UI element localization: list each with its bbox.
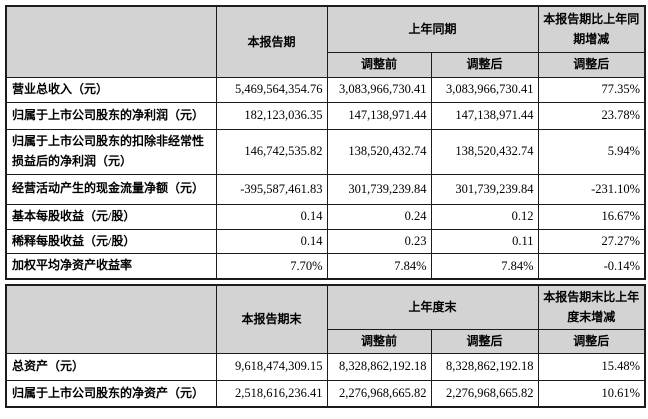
table2-header-row-2: 调整前 调整后 调整后: [6, 328, 646, 354]
current-period-end-value: 9,618,474,309.15: [215, 352, 328, 381]
current-period-value: 0.14: [215, 228, 328, 255]
table2-corner-empty-cell: [5, 284, 217, 354]
change-value: 23.78%: [537, 101, 646, 130]
table1-header-current-period: 本报告期: [215, 5, 328, 78]
row-label: 稀释每股收益（元/股）: [5, 228, 217, 255]
table1-header-row-2: 调整前 调整后 调整后: [6, 51, 646, 78]
table2-header-change-adjust-after: 调整后: [537, 328, 646, 354]
prior-before-value: 147,138,971.44: [326, 101, 432, 130]
row-label: 营业总收入（元）: [5, 76, 217, 103]
table1-header-adjust-before: 调整前: [326, 51, 432, 78]
table2-header-prior-year-end-group: 上年度末: [326, 284, 539, 330]
current-period-value: 7.70%: [215, 253, 328, 280]
row-label: 经营活动产生的现金流量净额（元）: [5, 173, 217, 205]
table-row-basic-eps: 基本每股收益（元/股） 0.14 0.24 0.12 16.67%: [5, 203, 646, 230]
prior-before-value: 3,083,966,730.41: [326, 76, 432, 103]
prior-after-value: 301,739,239.84: [430, 173, 539, 205]
change-value: 16.67%: [537, 203, 646, 230]
table1-header-change-adjust-after: 调整后: [537, 51, 646, 78]
prior-before-value: 2,276,968,665.82: [326, 379, 432, 408]
table-row-net-assets: 归属于上市公司股东的净资产（元） 2,518,616,236.41 2,276,…: [5, 379, 646, 408]
prior-after-value: 3,083,966,730.41: [430, 76, 539, 103]
change-value: 27.27%: [537, 228, 646, 255]
table1-header-prior-period-group: 上年同期: [326, 5, 539, 53]
prior-before-value: 0.23: [326, 228, 432, 255]
table2-header-adjust-after: 调整后: [430, 328, 539, 354]
table2-header-change-group: 本报告期末比上年度末增减: [537, 284, 646, 330]
current-period-end-value: 2,518,616,236.41: [215, 379, 328, 408]
prior-after-value: 138,520,432.74: [430, 128, 539, 175]
prior-before-value: 301,739,239.84: [326, 173, 432, 205]
table2-header-row-1: 本报告期末 上年度末 本报告期末比上年度末增减: [5, 284, 646, 354]
table1-header-adjust-after: 调整后: [430, 51, 539, 78]
current-period-value: -395,587,461.83: [215, 173, 328, 205]
table1-header-row-1: 本报告期 上年同期 本报告期比上年同期增减: [5, 5, 646, 78]
table-row-net-profit-excl-nonrecurring: 归属于上市公司股东的扣除非经常性损益后的净利润（元） 146,742,535.8…: [5, 128, 646, 175]
table-row-weighted-avg-roe: 加权平均净资产收益率 7.70% 7.84% 7.84% -0.14%: [5, 253, 646, 280]
change-value: 77.35%: [537, 76, 646, 103]
prior-after-value: 0.11: [430, 228, 539, 255]
table2-header-adjust-before: 调整前: [326, 328, 432, 354]
current-period-value: 182,123,036.35: [215, 101, 328, 130]
change-value: 15.48%: [537, 352, 646, 381]
row-label: 总资产（元）: [5, 352, 217, 381]
prior-after-value: 7.84%: [430, 253, 539, 280]
key-financials-period-end-table: 本报告期末 上年度末 本报告期末比上年度末增减 调整前 调整后 调整后 总资产（…: [5, 284, 647, 409]
row-label: 加权平均净资产收益率: [5, 253, 217, 280]
change-value: 5.94%: [537, 128, 646, 175]
row-label: 归属于上市公司股东的净资产（元）: [5, 379, 217, 408]
current-period-value: 146,742,535.82: [215, 128, 328, 175]
table2-header-current-period-end: 本报告期末: [215, 284, 328, 354]
table-row-diluted-eps: 稀释每股收益（元/股） 0.14 0.23 0.11 27.27%: [5, 228, 646, 255]
prior-before-value: 7.84%: [326, 253, 432, 280]
table-row-total-revenue: 营业总收入（元） 5,469,564,354.76 3,083,966,730.…: [5, 76, 646, 103]
table1-header-change-group: 本报告期比上年同期增减: [537, 5, 646, 53]
prior-before-value: 138,520,432.74: [326, 128, 432, 175]
current-period-value: 0.14: [215, 203, 328, 230]
prior-after-value: 0.12: [430, 203, 539, 230]
prior-after-value: 147,138,971.44: [430, 101, 539, 130]
table-row-operating-cash-flow: 经营活动产生的现金流量净额（元） -395,587,461.83 301,739…: [5, 173, 646, 205]
table1-corner-empty-cell: [5, 5, 217, 78]
current-period-value: 5,469,564,354.76: [215, 76, 328, 103]
row-label: 归属于上市公司股东的扣除非经常性损益后的净利润（元）: [5, 128, 217, 175]
table-row-total-assets: 总资产（元） 9,618,474,309.15 8,328,862,192.18…: [5, 352, 646, 381]
change-value: -231.10%: [537, 173, 646, 205]
row-label: 归属于上市公司股东的净利润（元）: [5, 101, 217, 130]
change-value: -0.14%: [537, 253, 646, 280]
prior-before-value: 8,328,862,192.18: [326, 352, 432, 381]
row-label: 基本每股收益（元/股）: [5, 203, 217, 230]
change-value: 10.61%: [537, 379, 646, 408]
prior-after-value: 2,276,968,665.82: [430, 379, 539, 408]
key-financials-period-table: 本报告期 上年同期 本报告期比上年同期增减 调整前 调整后 调整后 营业总收入（…: [5, 5, 647, 281]
table-row-net-profit: 归属于上市公司股东的净利润（元） 182,123,036.35 147,138,…: [5, 101, 646, 130]
prior-before-value: 0.24: [326, 203, 432, 230]
prior-after-value: 8,328,862,192.18: [430, 352, 539, 381]
